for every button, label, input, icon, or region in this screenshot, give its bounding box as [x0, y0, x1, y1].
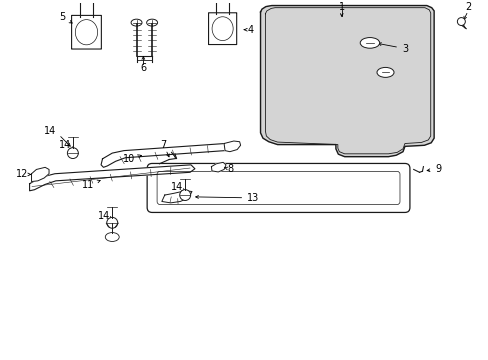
Polygon shape — [260, 5, 433, 157]
Text: 4: 4 — [244, 25, 253, 35]
Text: 13: 13 — [195, 193, 259, 203]
Polygon shape — [30, 165, 195, 191]
Text: 12: 12 — [16, 170, 31, 179]
Polygon shape — [162, 191, 192, 203]
Ellipse shape — [146, 19, 157, 26]
Text: 10: 10 — [122, 154, 141, 164]
Ellipse shape — [456, 18, 465, 26]
Ellipse shape — [105, 233, 119, 242]
Text: 14: 14 — [98, 211, 110, 221]
Ellipse shape — [131, 19, 142, 26]
Text: 9: 9 — [426, 165, 440, 175]
Ellipse shape — [376, 67, 393, 77]
Text: 8: 8 — [224, 165, 233, 175]
Circle shape — [106, 217, 118, 228]
Circle shape — [180, 190, 190, 201]
Polygon shape — [101, 144, 228, 167]
FancyBboxPatch shape — [71, 15, 101, 49]
Text: 14: 14 — [44, 126, 56, 136]
Text: 1: 1 — [338, 2, 344, 12]
Text: 11: 11 — [81, 180, 100, 190]
Polygon shape — [211, 162, 225, 172]
Text: 3: 3 — [378, 43, 407, 54]
FancyBboxPatch shape — [208, 13, 236, 45]
Polygon shape — [224, 141, 240, 152]
Text: 14: 14 — [171, 182, 183, 192]
FancyBboxPatch shape — [147, 163, 409, 212]
Polygon shape — [31, 167, 49, 181]
Text: 5: 5 — [59, 12, 72, 23]
Text: 14: 14 — [60, 140, 72, 150]
Text: 7: 7 — [160, 140, 165, 149]
Circle shape — [67, 148, 78, 158]
Text: 2: 2 — [464, 2, 470, 12]
Text: 6: 6 — [140, 63, 146, 73]
Ellipse shape — [360, 37, 379, 48]
